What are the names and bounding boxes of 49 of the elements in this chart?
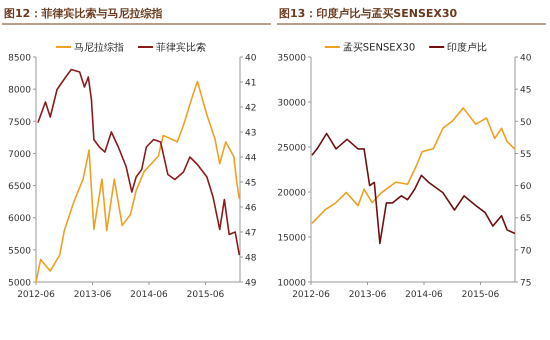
legend-label: 菲律宾比索 xyxy=(156,42,206,54)
y2-tick-label: 44 xyxy=(245,154,257,164)
x-tick-label: 2015-06 xyxy=(462,290,500,300)
y2-tick-label: 70 xyxy=(520,246,532,256)
chart-title: 图13：印度卢比与孟买SENSEX30 xyxy=(279,7,458,20)
y-tick-label: 5500 xyxy=(8,246,32,256)
y2-tick-label: 45 xyxy=(245,178,256,188)
y2-tick-label: 75 xyxy=(520,278,532,288)
y2-tick-label: 40 xyxy=(520,54,532,64)
y-tick-label: 15000 xyxy=(277,234,306,244)
y2-tick-label: 49 xyxy=(245,278,257,288)
y2-tick-label: 42 xyxy=(245,104,256,114)
line-series xyxy=(312,132,516,244)
line-series xyxy=(37,68,240,256)
x-tick-label: 2012-06 xyxy=(17,290,56,300)
x-tick-label: 2013-06 xyxy=(348,290,387,300)
y2-tick-label: 65 xyxy=(520,214,532,224)
y2-tick-label: 40 xyxy=(245,54,257,64)
chart-title: 图12：菲律宾比索与马尼拉综指 xyxy=(4,7,162,20)
x-tick-label: 2014-06 xyxy=(405,290,444,300)
legend-label: 孟买SENSEX30 xyxy=(342,42,416,54)
y2-tick-label: 46 xyxy=(245,204,257,214)
y-tick-label: 7000 xyxy=(8,150,32,160)
y2-tick-label: 43 xyxy=(245,128,256,138)
y-tick-label: 5000 xyxy=(8,278,32,288)
y-tick-label: 8000 xyxy=(8,86,32,96)
line-series xyxy=(312,107,516,224)
y2-tick-label: 50 xyxy=(520,118,532,128)
y2-tick-label: 41 xyxy=(245,78,256,88)
x-tick-label: 2013-06 xyxy=(74,290,112,300)
y2-tick-label: 48 xyxy=(245,254,257,264)
y-tick-label: 7500 xyxy=(8,118,32,128)
y-tick-label: 20000 xyxy=(277,188,306,198)
x-tick-label: 2015-06 xyxy=(186,290,225,300)
y-tick-label: 10000 xyxy=(277,278,306,288)
y-tick-label: 30000 xyxy=(277,98,306,108)
y-tick-label: 25000 xyxy=(277,144,306,154)
legend-label: 马尼拉综指 xyxy=(74,42,124,54)
y-tick-label: 8500 xyxy=(8,54,32,64)
x-tick-label: 2014-06 xyxy=(130,290,168,300)
y2-tick-label: 45 xyxy=(520,86,532,96)
y-tick-label: 6500 xyxy=(8,182,32,192)
y2-tick-label: 47 xyxy=(245,228,256,238)
y-tick-label: 6000 xyxy=(8,214,32,224)
x-tick-label: 2012-06 xyxy=(292,290,330,300)
y-tick-label: 35000 xyxy=(277,54,306,64)
legend-label: 印度卢比 xyxy=(447,42,488,54)
y2-tick-label: 55 xyxy=(520,150,532,160)
y2-tick-label: 60 xyxy=(520,182,532,192)
